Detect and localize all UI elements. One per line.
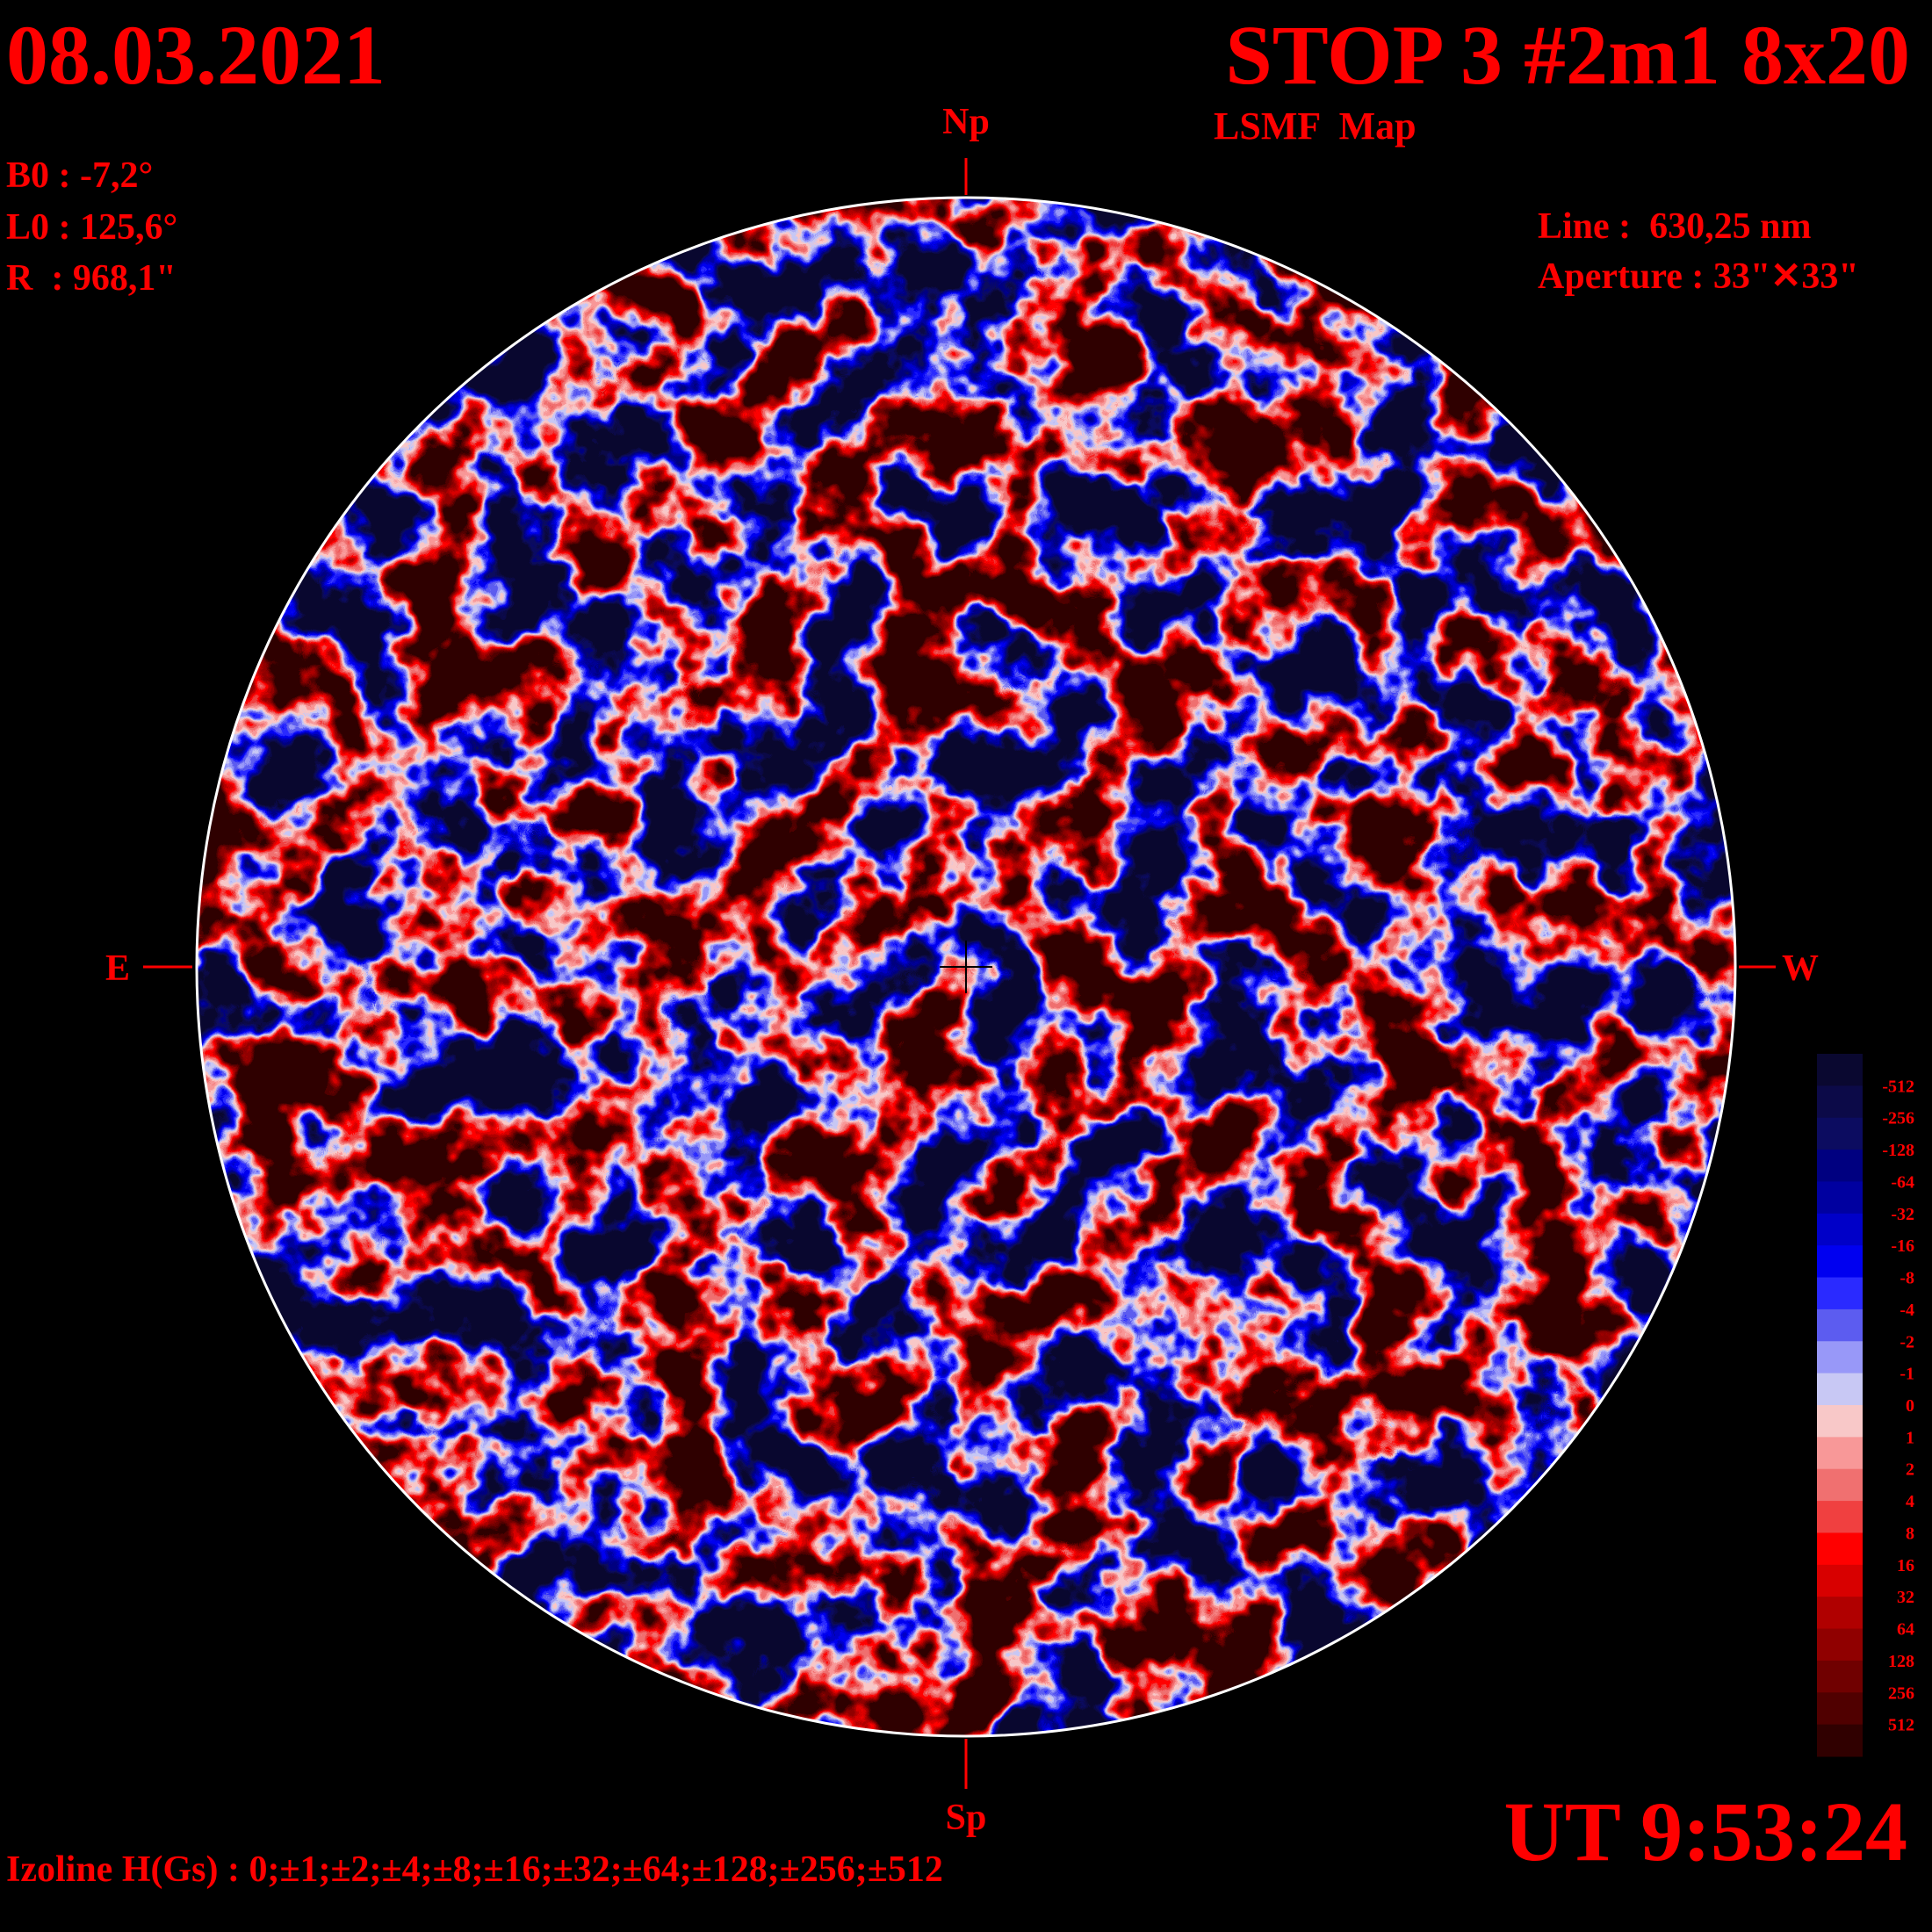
colorbar-swatch: [1817, 1597, 1863, 1630]
colorbar-swatch: [1817, 1150, 1863, 1182]
colorbar-label: 1: [1906, 1428, 1914, 1447]
west-label: W: [1782, 948, 1819, 989]
colorbar-swatch: [1817, 1468, 1863, 1502]
colorbar-label: 128: [1888, 1652, 1914, 1671]
colorbar-label: -128: [1882, 1141, 1914, 1160]
crosshair: [940, 941, 992, 993]
colorbar-label: 8: [1906, 1524, 1914, 1543]
subtitle: LSMF Map: [1214, 105, 1417, 148]
parameter: L0 : 125,6°: [6, 207, 177, 248]
colorbar-swatch: [1817, 1054, 1863, 1086]
parameter: B0 : -7,2°: [6, 155, 153, 196]
colorbar-swatch: [1817, 1692, 1863, 1726]
colorbar-swatch: [1817, 1628, 1863, 1662]
colorbar-label: 0: [1906, 1396, 1914, 1416]
colorbar-label: -2: [1900, 1332, 1914, 1352]
colorbar-swatch: [1817, 1085, 1863, 1119]
colorbar-swatch: [1817, 1532, 1863, 1566]
colorbar-label: -4: [1900, 1301, 1914, 1320]
colorbar-swatch: [1817, 1437, 1863, 1470]
colorbar-label: 64: [1897, 1620, 1914, 1640]
colorbar: -512 -256 -128 -64 -32 -16 -8 -4 -2 -1 0 1 2 4 8 16 32 64…: [1817, 1054, 1914, 1757]
south-label: Sp: [946, 1798, 987, 1838]
isoline-levels: Izoline H(Gs) : 0;±1;±2;±4;±8;±16;±32;±6…: [6, 1849, 943, 1890]
colorbar-label: -64: [1891, 1172, 1914, 1192]
time: UT 9:53:24: [1503, 1784, 1907, 1878]
colorbar-label: 2: [1906, 1460, 1914, 1480]
colorbar-label: -256: [1882, 1109, 1914, 1128]
colorbar-swatch: [1817, 1308, 1863, 1342]
colorbar-swatch: [1817, 1724, 1863, 1757]
title: STOP 3 #2m1 8x20: [1225, 8, 1910, 102]
colorbar-label: 512: [1888, 1716, 1914, 1735]
parameter: R : 968,1": [6, 258, 177, 299]
colorbar-label: -8: [1900, 1269, 1914, 1288]
colorbar-label: 256: [1888, 1683, 1914, 1703]
colorbar-swatch: [1817, 1341, 1863, 1374]
colorbar-swatch: [1817, 1373, 1863, 1406]
colorbar-label: 4: [1906, 1492, 1914, 1511]
colorbar-swatch: [1817, 1245, 1863, 1279]
colorbar-label: 32: [1897, 1588, 1914, 1607]
colorbar-swatch: [1817, 1501, 1863, 1533]
colorbar-label: -1: [1900, 1365, 1914, 1384]
colorbar-swatch: [1817, 1405, 1863, 1438]
east-label: E: [105, 948, 130, 989]
colorbar-swatch: [1817, 1181, 1863, 1215]
date: 08.03.2021: [6, 8, 386, 102]
aperture-info: Aperture : 33"✕33": [1538, 256, 1859, 297]
north-label: Np: [942, 102, 990, 142]
colorbar-label: -16: [1891, 1236, 1914, 1256]
line-info: Line : 630,25 nm: [1538, 206, 1812, 247]
colorbar-swatch: [1817, 1660, 1863, 1693]
colorbar-label: -32: [1891, 1205, 1914, 1224]
colorbar-swatch: [1817, 1117, 1863, 1150]
colorbar-swatch: [1817, 1564, 1863, 1597]
colorbar-label: -512: [1882, 1077, 1914, 1096]
colorbar-swatch: [1817, 1213, 1863, 1246]
disk-limb: [195, 196, 1737, 1738]
colorbar-label: 16: [1897, 1556, 1914, 1575]
colorbar-swatch: [1817, 1277, 1863, 1310]
